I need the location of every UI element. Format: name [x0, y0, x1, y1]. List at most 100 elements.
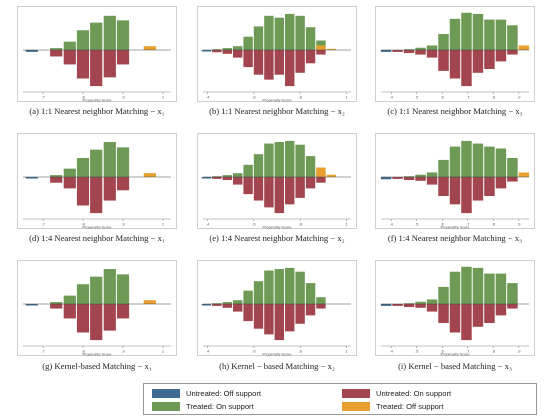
chart-panel-a: .7 .8 .9 1 Propensity Score — [17, 6, 177, 102]
chart-d: .7 .8 .9 1 Propensity Score — [17, 133, 177, 229]
bar-treated-on — [76, 284, 90, 304]
x-tick-label: .8 — [492, 349, 496, 354]
bar-untreated-on — [295, 304, 305, 324]
bar-untreated-on — [461, 50, 472, 87]
bar-treated-on — [295, 271, 305, 304]
x-tick-label: .8 — [81, 222, 85, 227]
bar-treated-on — [449, 18, 461, 50]
x-tick-label: .8 — [298, 349, 302, 354]
x-tick-label: .9 — [517, 95, 521, 100]
chart-c: .4 .5 .6 .7 .8 .9 — [375, 6, 535, 102]
x-tick-label: .8 — [81, 349, 85, 354]
x-axis-title: Propensity Score — [441, 353, 470, 357]
x-tick-label: .8 — [81, 95, 85, 100]
bar-treated-on — [253, 26, 264, 50]
bar-untreated-on — [507, 177, 518, 182]
chart-e: .4 .6 .8 1 Propensity Score — [197, 133, 357, 229]
bar-untreated-off — [201, 177, 212, 179]
bar-untreated-on — [426, 304, 438, 312]
x-tick-label: .9 — [517, 222, 521, 227]
bar-treated-on — [426, 299, 438, 304]
bar-treated-on — [507, 283, 518, 304]
bar-treated-on — [285, 140, 295, 177]
caption-g: (g) Kernel-based Matching − x₁ — [42, 361, 152, 371]
x-axis-title: Propensity Score — [83, 99, 112, 103]
bar-untreated-on — [50, 50, 63, 57]
bar-treated-on — [484, 146, 495, 177]
bar-untreated-on — [232, 177, 243, 185]
bar-untreated-on — [316, 177, 326, 183]
bar-untreated-on — [103, 177, 116, 201]
x-tick-label: 1 — [162, 222, 165, 227]
bar-untreated-on — [316, 304, 326, 309]
bar-treated-on — [461, 140, 472, 177]
x-tick-label: 1 — [345, 222, 348, 227]
bar-treated-off — [518, 172, 530, 177]
bar-untreated-on — [90, 177, 103, 214]
bar-untreated-on — [253, 50, 264, 75]
bar-treated-on — [50, 175, 63, 177]
x-tick-label: .9 — [121, 222, 125, 227]
bar-treated-on — [222, 48, 232, 50]
bar-untreated-off — [380, 177, 392, 180]
bar-treated-on — [63, 41, 76, 50]
bar-treated-on — [116, 20, 130, 50]
bar-treated-on — [472, 143, 484, 177]
bar-treated-on — [274, 142, 285, 177]
bar-untreated-on — [415, 50, 426, 55]
bar-treated-on — [264, 270, 274, 304]
bar-treated-on — [90, 276, 103, 304]
legend-swatch-untreated-on — [342, 389, 370, 398]
bar-untreated-on — [243, 304, 253, 322]
chart-b: .4 .6 .8 1 Propensity Score — [197, 6, 357, 102]
bar-untreated-on — [415, 177, 426, 181]
chart-panel-c: .4 .5 .6 .7 .8 .9 — [375, 6, 535, 102]
bar-untreated-on — [403, 304, 415, 308]
bar-untreated-on — [495, 177, 507, 189]
x-tick-label: .9 — [517, 349, 521, 354]
bar-untreated-off — [380, 304, 392, 306]
x-tick-label: 1 — [345, 349, 348, 354]
x-tick-label: .7 — [41, 222, 45, 227]
bar-untreated-on — [76, 50, 90, 79]
bar-treated-on — [472, 13, 484, 50]
bar-untreated-on — [103, 304, 116, 331]
bar-untreated-on — [403, 177, 415, 181]
bar-treated-on — [403, 176, 415, 178]
x-tick-label: .4 — [206, 349, 210, 354]
bar-treated-on — [253, 154, 264, 177]
bar-treated-on — [495, 19, 507, 50]
bar-untreated-on — [484, 50, 495, 69]
x-tick-label: .9 — [121, 95, 125, 100]
bar-untreated-on — [243, 177, 253, 195]
bar-treated-on — [243, 36, 253, 50]
x-tick-label: 1 — [162, 349, 165, 354]
bar-treated-off — [326, 48, 337, 50]
bar-untreated-off — [201, 50, 212, 52]
bar-treated-on — [285, 267, 295, 304]
legend-label-treated-off: Treated: Off support — [376, 402, 444, 411]
x-axis-title: Propensity Score — [263, 99, 292, 103]
bar-untreated-on — [50, 177, 63, 183]
bar-treated-on — [507, 25, 518, 50]
chart-panel-d: .7 .8 .9 1 Propensity Score — [17, 133, 177, 229]
chart-panel-g: .7 .8 .9 1 Propensity Score — [17, 260, 177, 356]
bar-untreated-on — [461, 304, 472, 341]
bar-untreated-on — [392, 50, 403, 52]
bar-treated-on — [274, 17, 285, 50]
legend-swatch-untreated-off — [152, 389, 180, 398]
bar-untreated-on — [426, 177, 438, 185]
bar-untreated-on — [484, 177, 495, 196]
bar-treated-off — [316, 167, 326, 177]
x-tick-label: .6 — [252, 95, 256, 100]
x-tick-label: 1 — [162, 95, 165, 100]
bar-treated-on — [403, 49, 415, 51]
bar-untreated-on — [449, 304, 461, 333]
chart-a: .7 .8 .9 1 Propensity Score — [17, 6, 177, 102]
bar-untreated-on — [472, 177, 484, 201]
bar-untreated-on — [295, 177, 305, 198]
bar-untreated-off — [25, 177, 38, 179]
x-axis-title: Propensity Score — [441, 226, 470, 230]
bar-treated-on — [116, 147, 130, 177]
caption-c: (c) 1:1 Nearest neighbor Matching − x₃ — [387, 106, 523, 116]
